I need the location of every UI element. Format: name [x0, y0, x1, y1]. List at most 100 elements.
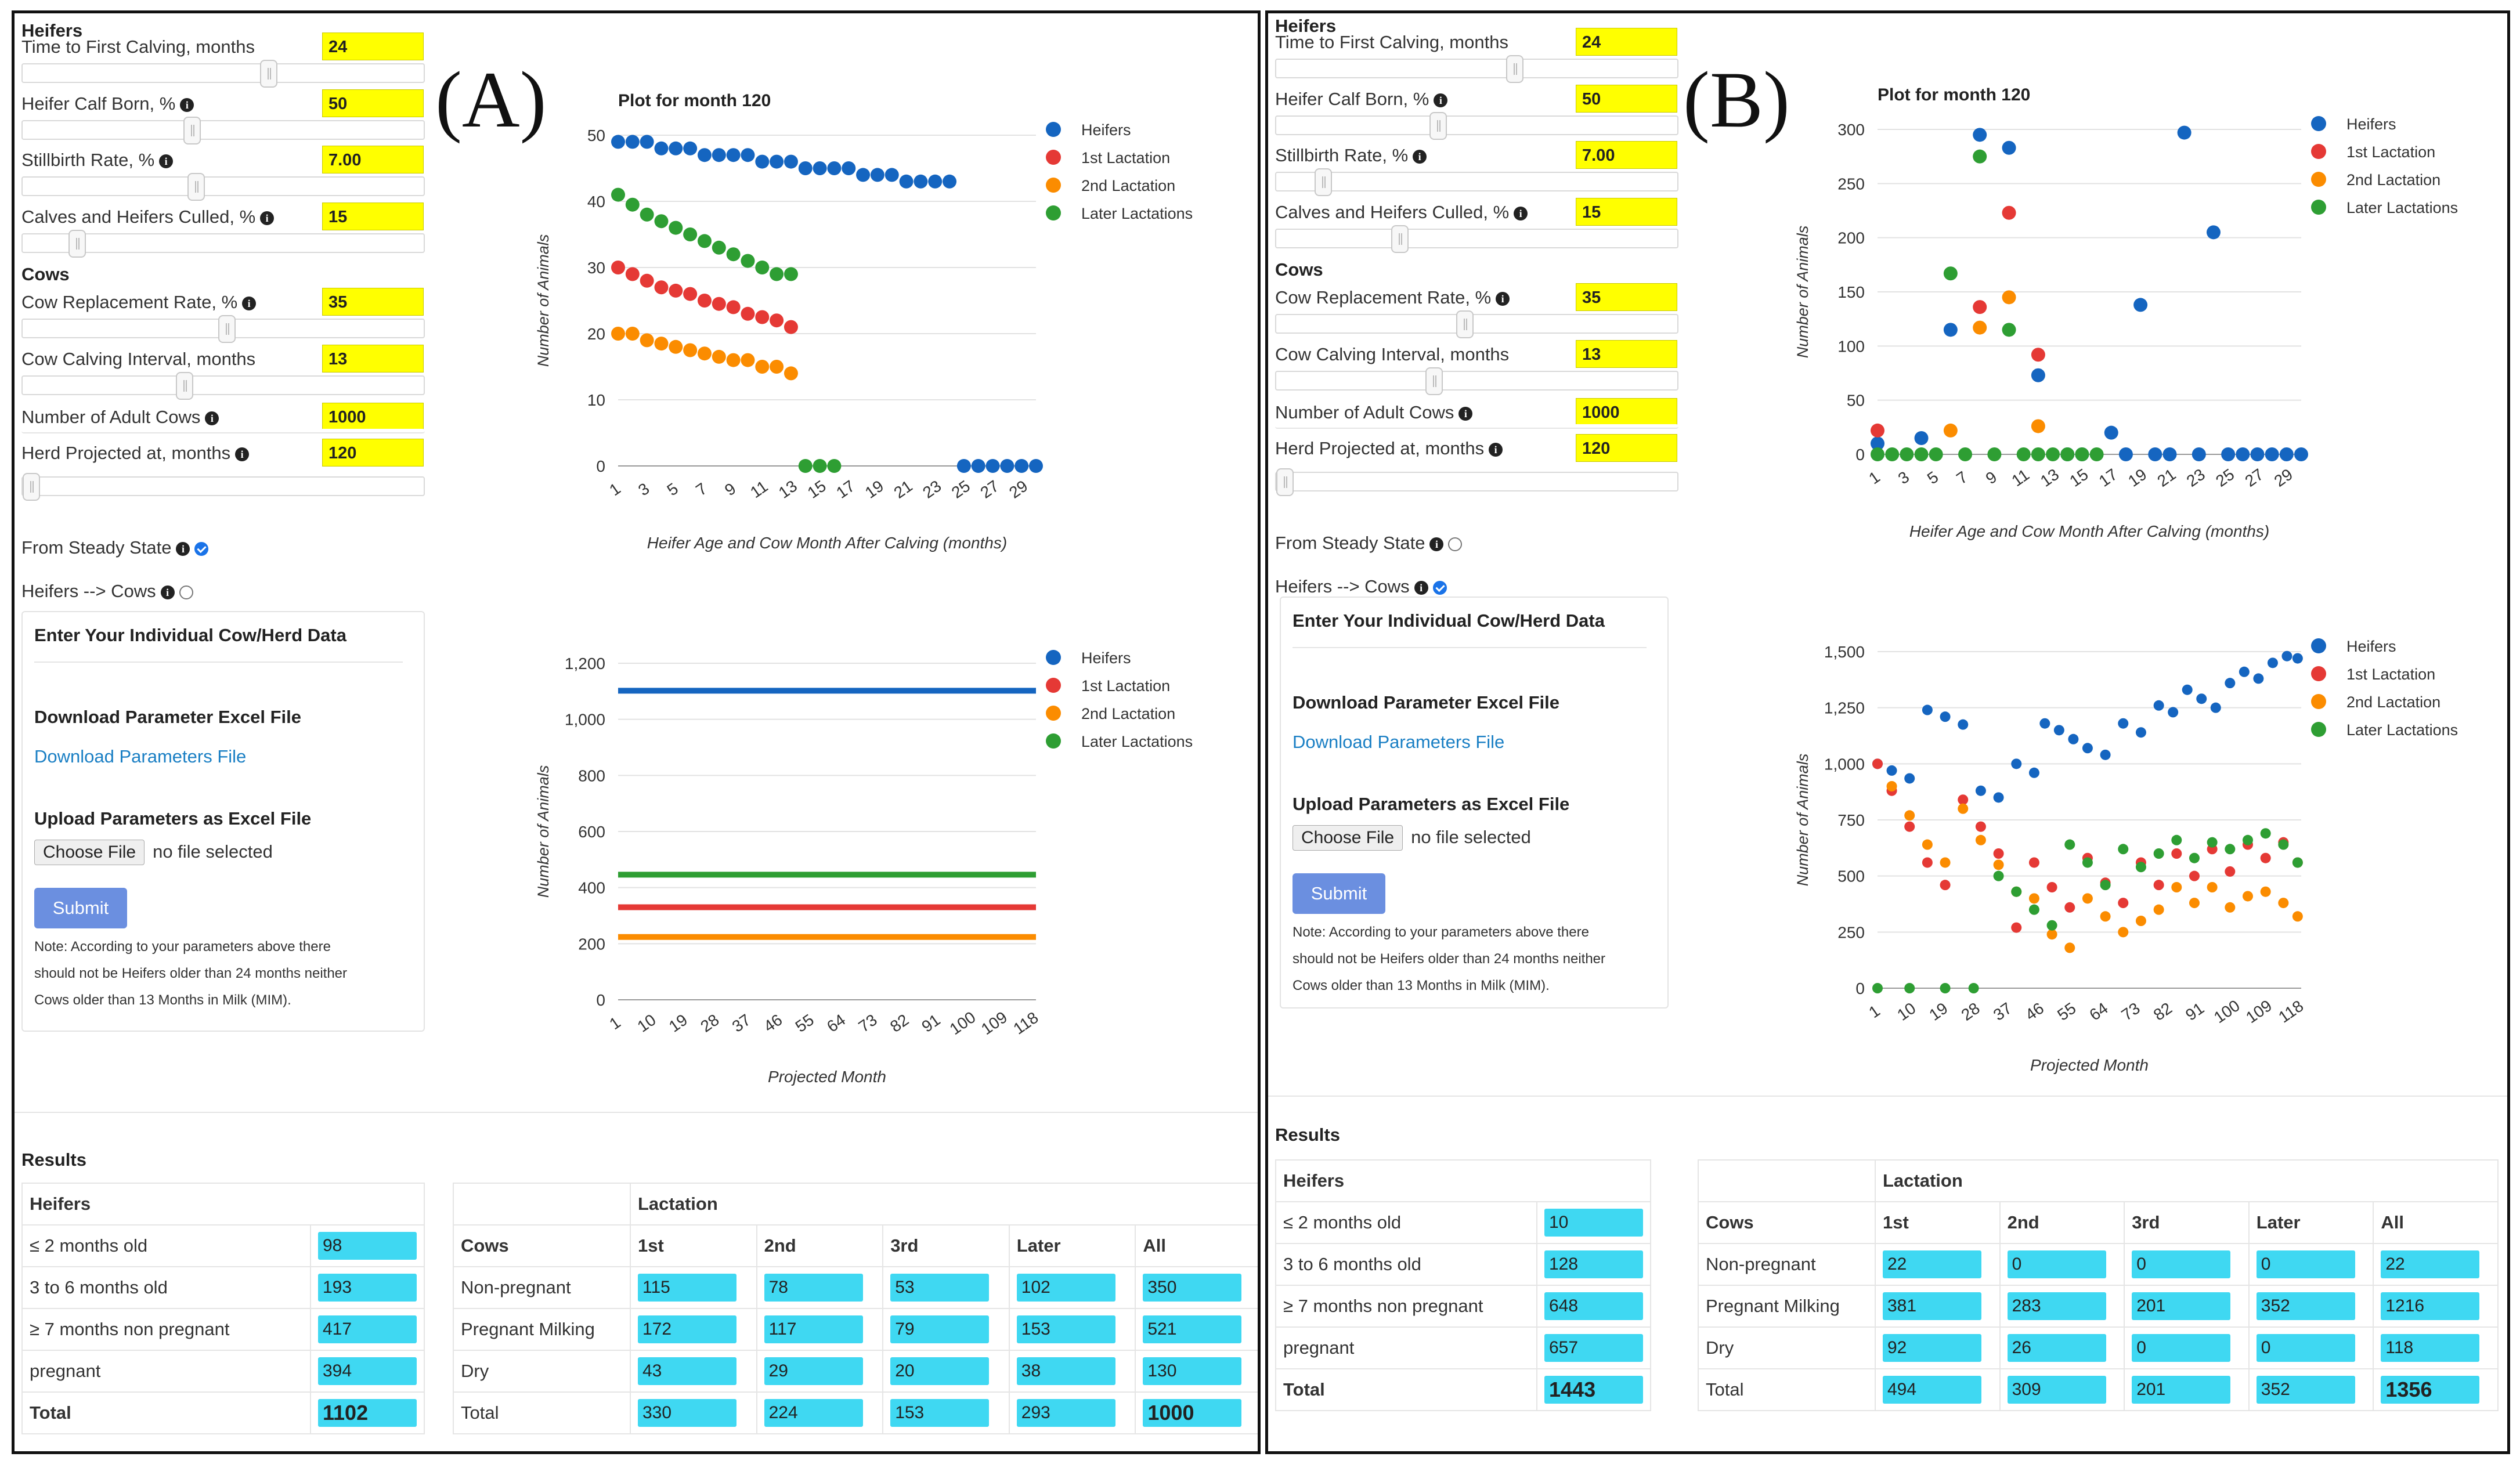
param-input-projected[interactable]: 120	[1576, 434, 1677, 462]
slider-thumb[interactable]	[1506, 55, 1523, 83]
y-tick-label: 1,000	[565, 711, 605, 729]
checkbox[interactable]	[1432, 581, 1447, 595]
info-icon[interactable]: i	[1414, 581, 1428, 595]
x-tick-label: 46	[2022, 999, 2047, 1024]
info-icon[interactable]: i	[159, 154, 174, 168]
param-input-adult_cows[interactable]: 1000	[1576, 398, 1677, 426]
toggle-label: Heifers --> Cows	[21, 581, 156, 601]
checkbox[interactable]	[194, 542, 209, 556]
slider-projected[interactable]	[1275, 468, 1678, 496]
slider-thumb[interactable]	[183, 117, 201, 144]
slider-stillbirth[interactable]	[21, 173, 425, 201]
legend-marker	[2311, 722, 2326, 737]
slider-thumb[interactable]	[218, 315, 236, 343]
toggle-steady_state[interactable]: From Steady State i	[21, 537, 209, 558]
slider-thumb[interactable]	[1425, 367, 1443, 395]
choose-file-button[interactable]: Choose File	[1293, 825, 1403, 851]
info-icon[interactable]: i	[260, 211, 275, 225]
slider-adult_cows[interactable]	[21, 429, 425, 433]
param-input-culled[interactable]: 15	[322, 203, 424, 230]
slider-thumb[interactable]	[1315, 168, 1332, 196]
info-icon[interactable]: i	[1496, 292, 1510, 306]
param-label-stillbirth: Stillbirth Rate, % i	[21, 150, 174, 171]
data-point	[1975, 785, 1986, 796]
slider-calving_interval[interactable]	[21, 372, 425, 400]
info-icon[interactable]: i	[242, 297, 257, 310]
param-input-adult_cows[interactable]: 1000	[322, 403, 424, 431]
checkbox[interactable]	[179, 585, 193, 599]
submit-button[interactable]: Submit	[34, 888, 127, 928]
file-input[interactable]: Choose File no file selected	[34, 840, 273, 865]
data-point	[1922, 839, 1933, 850]
info-icon[interactable]: i	[1429, 537, 1444, 551]
slider-replacement[interactable]	[1275, 310, 1678, 338]
info-icon[interactable]: i	[1458, 407, 1473, 421]
result-value: 394	[318, 1357, 417, 1385]
slider-thumb[interactable]	[68, 230, 86, 258]
toggle-steady_state[interactable]: From Steady State i	[1275, 533, 1463, 554]
column-header: 3rd	[2124, 1201, 2250, 1244]
toggle-heifers_cows[interactable]: Heifers --> Cows i	[21, 581, 193, 602]
param-input-calving_interval[interactable]: 13	[1576, 340, 1677, 368]
param-input-stillbirth[interactable]: 7.00	[322, 146, 424, 173]
param-input-time_first_calving[interactable]: 24	[1576, 28, 1677, 56]
slider-thumb[interactable]	[176, 372, 193, 400]
slider-projected[interactable]	[21, 473, 425, 501]
y-tick-label: 0	[1855, 979, 1865, 997]
data-point	[827, 459, 842, 473]
param-input-calving_interval[interactable]: 13	[322, 345, 424, 373]
table-row: Total 1443	[1275, 1368, 1651, 1411]
info-icon[interactable]: i	[1514, 207, 1528, 220]
info-icon[interactable]: i	[1434, 93, 1448, 107]
param-input-stillbirth[interactable]: 7.00	[1576, 141, 1677, 169]
download-parameters-link[interactable]: Download Parameters File	[1293, 732, 1505, 752]
slider-thumb[interactable]	[260, 60, 278, 88]
slider-culled[interactable]	[1275, 225, 1678, 253]
table-row: ≥ 7 months non pregnant 417	[21, 1308, 425, 1351]
x-tick-label: 19	[1926, 999, 1951, 1024]
slider-heifer_calf_born[interactable]	[21, 117, 425, 144]
choose-file-button[interactable]: Choose File	[34, 840, 145, 865]
slider-time_first_calving[interactable]	[21, 60, 425, 88]
slider-thumb[interactable]	[1429, 112, 1447, 140]
slider-thumb[interactable]	[23, 473, 40, 501]
slider-replacement[interactable]	[21, 315, 425, 343]
y-tick-label: 100	[1837, 337, 1865, 355]
info-icon[interactable]: i	[180, 98, 194, 112]
download-parameters-link[interactable]: Download Parameters File	[34, 746, 247, 767]
cows-corner: Cows	[1698, 1201, 1876, 1244]
slider-heifer_calf_born[interactable]	[1275, 112, 1678, 140]
slider-time_first_calving[interactable]	[1275, 55, 1678, 83]
info-icon[interactable]: i	[1413, 150, 1427, 164]
data-point	[2089, 447, 2104, 461]
param-input-heifer_calf_born[interactable]: 50	[1576, 85, 1677, 113]
param-input-replacement[interactable]: 35	[322, 288, 424, 316]
slider-culled[interactable]	[21, 230, 425, 258]
legend-label: Later Lactations	[2346, 199, 2458, 216]
info-icon[interactable]: i	[205, 411, 219, 425]
info-icon[interactable]: i	[235, 447, 250, 461]
file-input[interactable]: Choose File no file selected	[1293, 825, 1531, 851]
slider-thumb[interactable]	[1391, 225, 1409, 253]
data-point	[741, 353, 755, 367]
upload-title: Upload Parameters as Excel File	[1293, 794, 1570, 814]
checkbox[interactable]	[1448, 537, 1463, 551]
param-input-time_first_calving[interactable]: 24	[322, 32, 424, 60]
data-point	[2182, 684, 2193, 695]
info-icon[interactable]: i	[1489, 443, 1503, 457]
slider-calving_interval[interactable]	[1275, 367, 1678, 395]
param-input-replacement[interactable]: 35	[1576, 283, 1677, 311]
slider-thumb[interactable]	[1456, 310, 1474, 338]
slider-thumb[interactable]	[187, 173, 205, 201]
data-point	[842, 161, 856, 175]
slider-thumb[interactable]	[1276, 468, 1294, 496]
slider-adult_cows[interactable]	[1275, 424, 1678, 429]
info-icon[interactable]: i	[160, 585, 175, 599]
info-icon[interactable]: i	[176, 542, 190, 556]
slider-stillbirth[interactable]	[1275, 168, 1678, 196]
param-input-culled[interactable]: 15	[1576, 198, 1677, 226]
param-input-projected[interactable]: 120	[322, 439, 424, 467]
toggle-heifers_cows[interactable]: Heifers --> Cows i	[1275, 576, 1447, 597]
submit-button[interactable]: Submit	[1293, 873, 1385, 914]
param-input-heifer_calf_born[interactable]: 50	[322, 89, 424, 117]
